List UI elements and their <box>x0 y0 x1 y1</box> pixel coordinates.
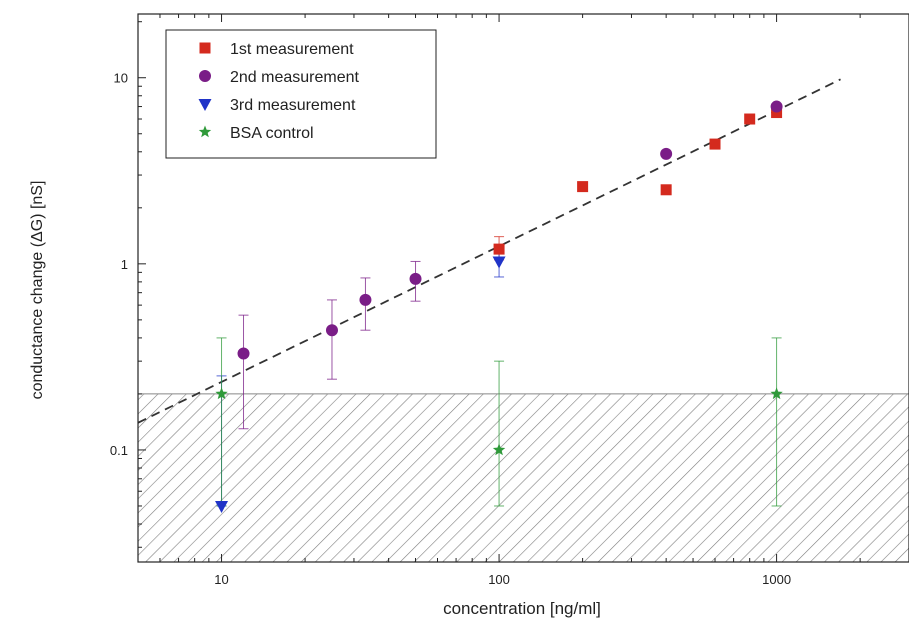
x-tick-label: 100 <box>488 572 510 587</box>
legend-marker-3rd-measurement <box>198 99 212 111</box>
error-bar-2nd-measurement <box>326 299 337 380</box>
error-bar-2nd-measurement <box>238 314 249 430</box>
data-point-1st-measurement <box>493 243 505 255</box>
legend-label-bsa-control: BSA control <box>230 125 314 142</box>
data-point-2nd-measurement <box>325 324 338 337</box>
legend-label-3rd-measurement: 3rd measurement <box>230 97 356 114</box>
data-point-2nd-measurement <box>237 347 250 360</box>
x-tick-label: 1000 <box>762 572 791 587</box>
x-tick-label: 10 <box>214 572 228 587</box>
y-tick-label: 0.1 <box>110 443 128 458</box>
y-tick-label: 1 <box>121 257 128 272</box>
legend: 1st measurement 2nd measurement 3rd measur… <box>165 29 437 159</box>
legend-label-1st-measurement: 1st measurement <box>230 41 354 58</box>
plot-frame <box>137 13 909 563</box>
legend-marker-1st-measurement <box>199 42 211 54</box>
error-bar-bsa-control <box>771 337 782 507</box>
data-point-2nd-measurement <box>660 147 673 160</box>
fit-line <box>138 78 841 424</box>
error-bar-bsa-control <box>494 360 505 507</box>
data-point-1st-measurement <box>744 113 756 125</box>
shaded-region <box>138 393 909 562</box>
legend-box <box>165 29 437 159</box>
data-point-bsa-control <box>770 387 783 400</box>
data-point-2nd-measurement <box>409 272 422 285</box>
legend-label-2nd-measurement: 2nd measurement <box>230 69 360 86</box>
data-point-2nd-measurement <box>359 293 372 306</box>
data-point-2nd-measurement <box>770 100 783 113</box>
data-point-3rd-measurement <box>215 500 229 513</box>
legend-marker-2nd-measurement <box>199 70 211 82</box>
data-point-3rd-measurement <box>492 256 506 269</box>
data-point-bsa-control <box>215 387 228 400</box>
data-point-1st-measurement <box>660 184 672 196</box>
data-point-1st-measurement <box>577 181 589 193</box>
x-axis-label: concentration [ng/ml] <box>443 599 601 618</box>
y-axis-label: conductance change (ΔG) [nS] <box>29 181 46 400</box>
y-tick-label: 10 <box>114 71 128 86</box>
data-point-bsa-control <box>492 443 506 456</box>
legend-marker-bsa-control <box>198 125 212 138</box>
data-point-1st-measurement <box>709 138 721 150</box>
